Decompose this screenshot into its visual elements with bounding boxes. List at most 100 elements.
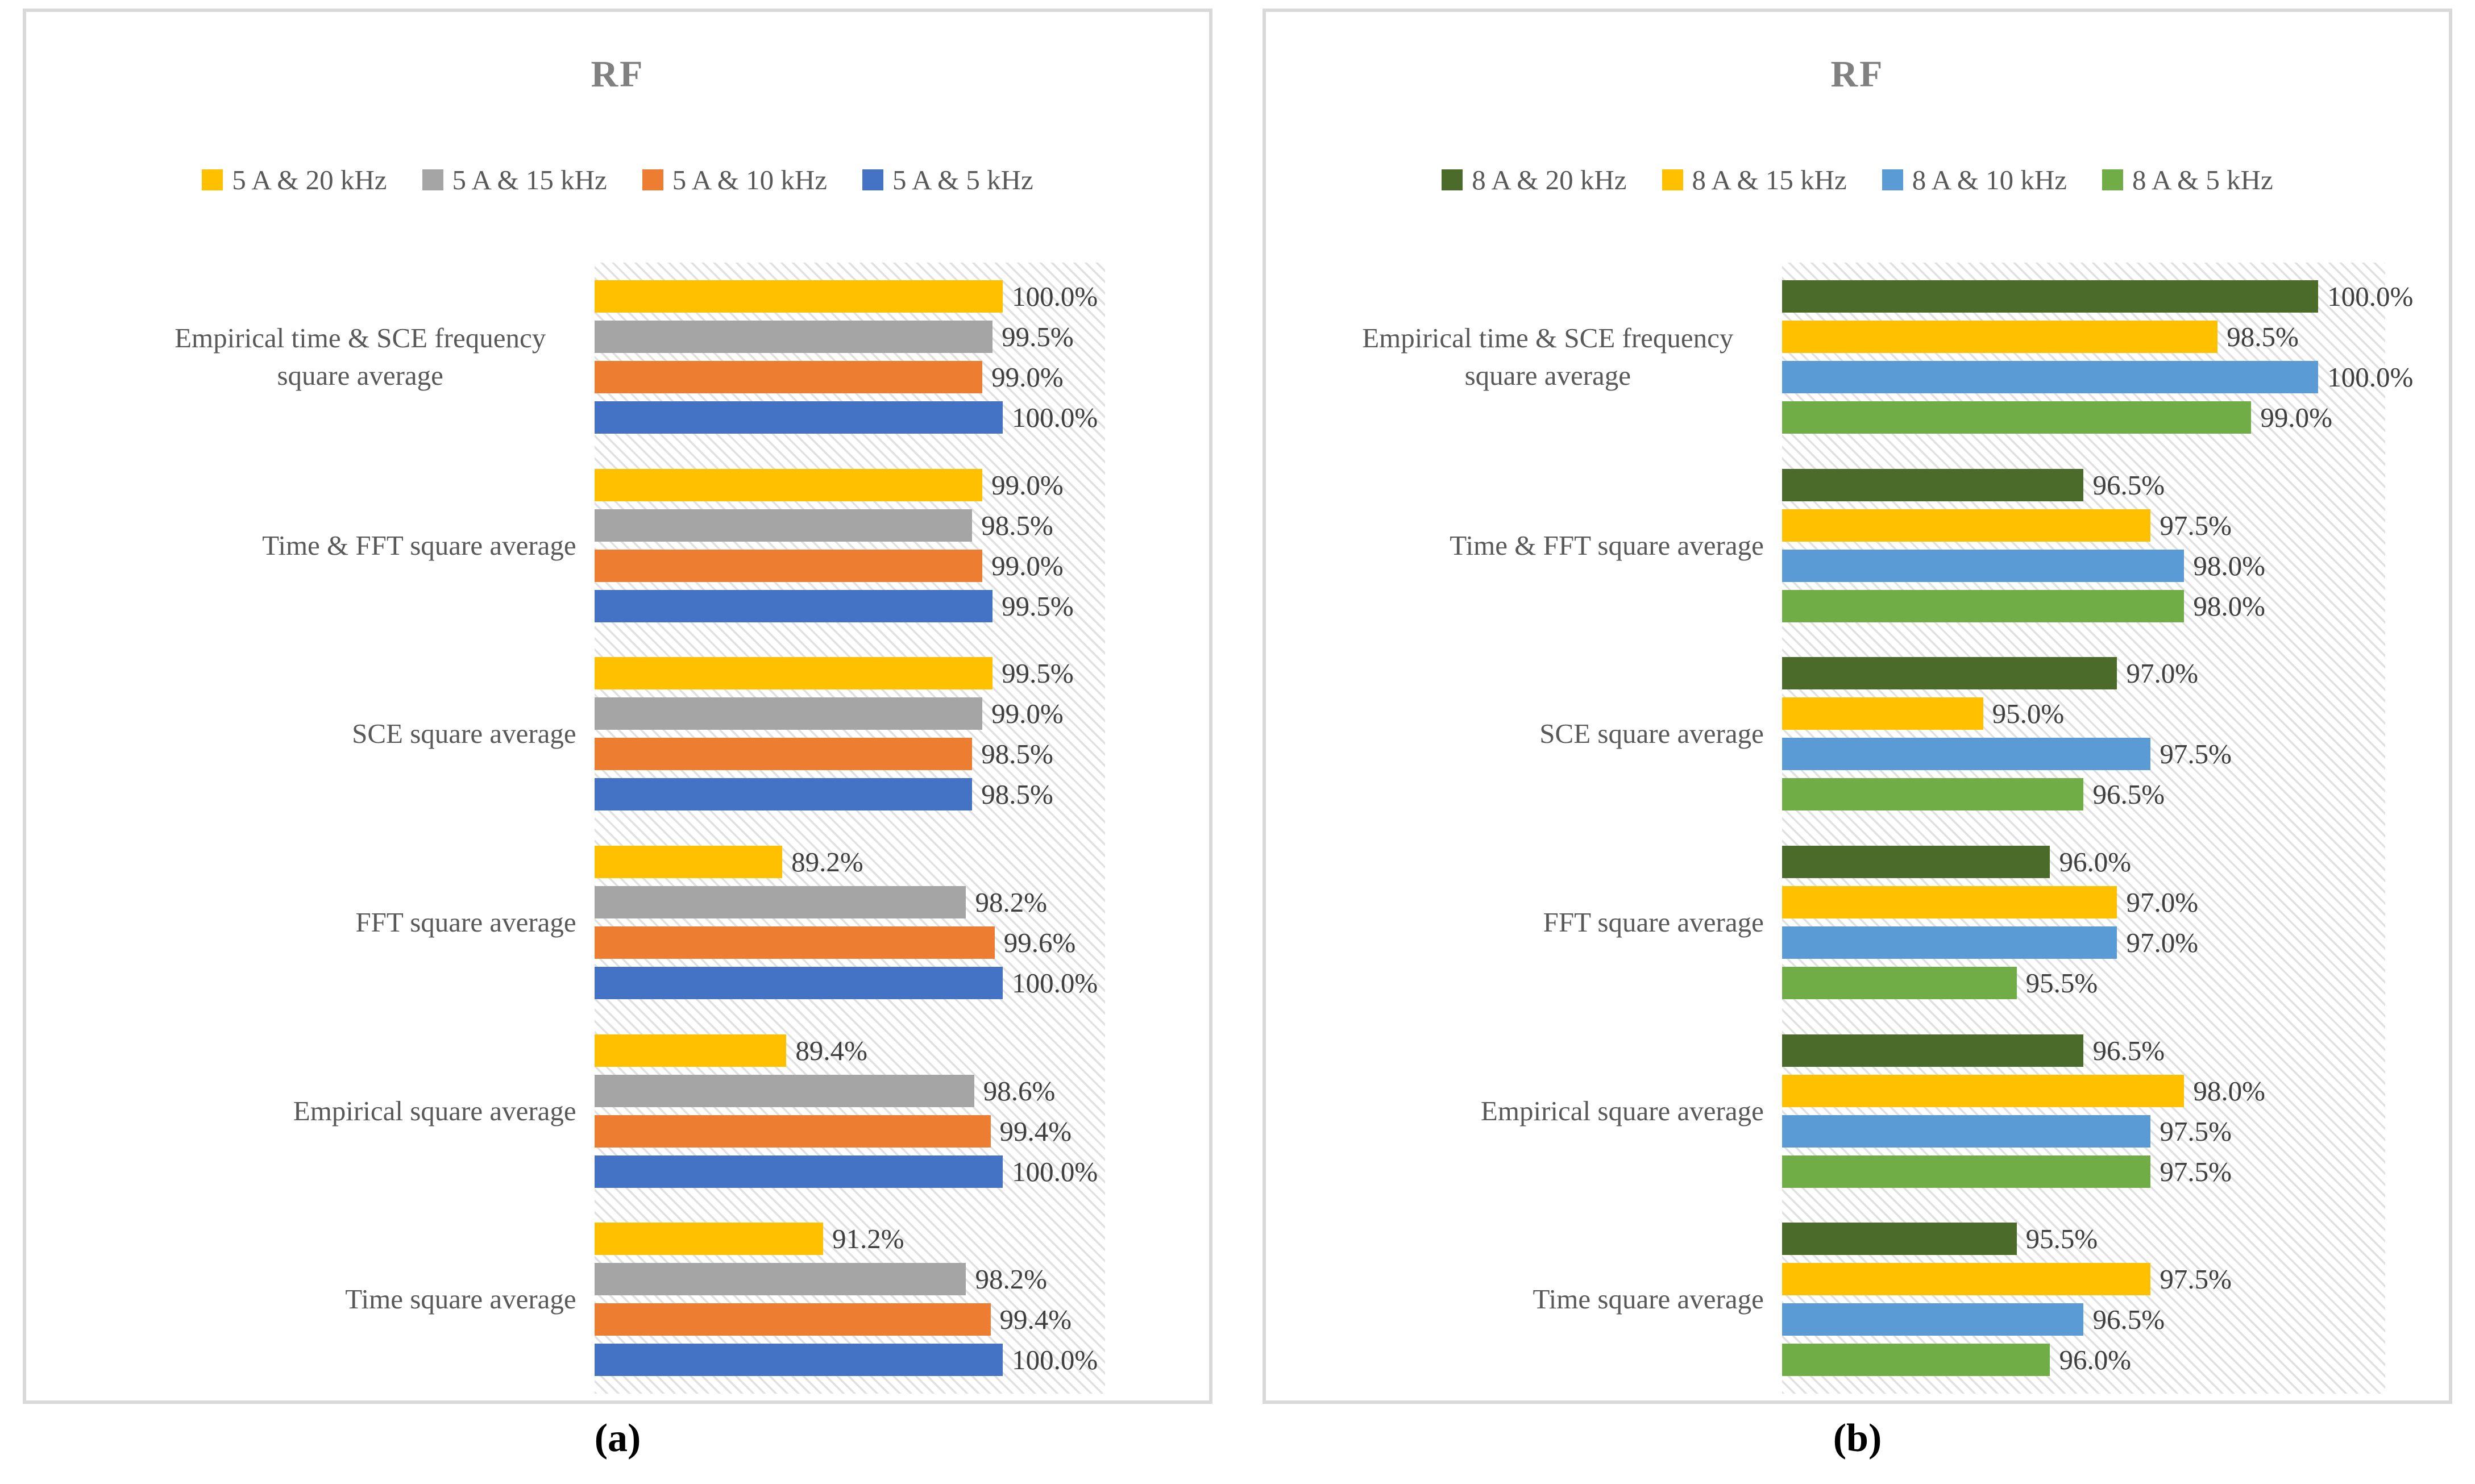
bar-line: 99.6% <box>594 926 1105 959</box>
bar-line: 98.0% <box>1781 1074 2385 1107</box>
bar-line: 99.0% <box>594 697 1105 730</box>
legend-item-8-a-and-10-khz: 8 A & 10 kHz <box>1882 166 2067 194</box>
category-bar-group: 95.5% 97.5% 96.5% 96.0% <box>1781 1205 2385 1394</box>
legend-b: 8 A & 20 kHz 8 A & 15 kHz 8 A & 10 kHz 8 A … <box>1277 165 2437 194</box>
bar-line: 99.0% <box>594 361 1105 393</box>
legend-label: 8 A & 15 kHz <box>1692 164 1847 196</box>
bar-5-a-and-10-khz <box>594 549 983 582</box>
category-label-text: Empirical square average <box>293 1095 576 1126</box>
bar-8-a-and-15-khz <box>1781 321 2218 353</box>
bar-value-label: 89.4% <box>795 1034 867 1066</box>
bar-value-label: 97.5% <box>2160 1115 2232 1147</box>
bar-line: 98.5% <box>594 509 1105 542</box>
category-label: FFT square average <box>38 828 595 1017</box>
bar-5-a-and-15-khz <box>594 321 993 353</box>
legend-label: 5 A & 20 kHz <box>232 164 387 196</box>
bar-value-label: 99.0% <box>991 550 1064 581</box>
chart-panel-a: RF 5 A & 20 kHz 5 A & 15 kHz 5 A & 10 kHz 5… <box>23 9 1212 1404</box>
bar-value-label: 98.2% <box>975 1263 1048 1295</box>
bar-value-label: 97.5% <box>2160 738 2232 770</box>
bar-5-a-and-10-khz <box>594 738 973 771</box>
category-label: SCE square average <box>1277 639 1782 828</box>
bar-8-a-and-20-khz <box>1781 1223 2017 1256</box>
bar-line: 100.0% <box>594 1155 1105 1188</box>
bar-8-a-and-15-khz <box>1781 697 1983 730</box>
legend-swatch-icon <box>862 169 883 190</box>
bar-line: 97.5% <box>1781 1263 2385 1296</box>
bar-line: 97.0% <box>1781 926 2385 959</box>
bar-5-a-and-20-khz <box>594 845 783 878</box>
category-labels-column-b: Empirical time & SCE frequency square av… <box>1277 263 1782 1394</box>
bar-line: 96.5% <box>1781 1034 2385 1067</box>
bar-line: 96.0% <box>1781 1344 2385 1377</box>
bar-8-a-and-20-khz <box>1781 657 2117 690</box>
bar-5-a-and-5-khz <box>594 401 1003 434</box>
bar-8-a-and-20-khz <box>1781 280 2319 313</box>
bar-line: 97.5% <box>1781 738 2385 771</box>
bar-5-a-and-20-khz <box>594 280 1003 313</box>
figure-column-a: RF 5 A & 20 kHz 5 A & 15 kHz 5 A & 10 kHz 5… <box>23 9 1212 1484</box>
bar-value-label: 97.0% <box>2126 658 2199 689</box>
figure-column-b: RF 8 A & 20 kHz 8 A & 15 kHz 8 A & 10 kHz 8… <box>1263 9 2452 1484</box>
category-bar-group: 99.0% 98.5% 99.0% 99.5% <box>594 451 1105 640</box>
category-label: Empirical time & SCE frequency square av… <box>1277 263 1782 451</box>
bar-line: 96.5% <box>1781 1303 2385 1336</box>
category-label-text: SCE square average <box>1539 718 1764 750</box>
bar-value-label: 99.0% <box>2260 402 2332 433</box>
bar-value-label: 98.0% <box>2193 550 2265 581</box>
bar-value-label: 97.5% <box>2160 509 2232 541</box>
bar-5-a-and-15-khz <box>594 509 973 542</box>
bar-value-label: 95.5% <box>2025 1223 2098 1255</box>
bar-line: 91.2% <box>594 1223 1105 1256</box>
legend-item-8-a-and-15-khz: 8 A & 15 kHz <box>1662 166 1847 194</box>
bar-line: 98.2% <box>594 1263 1105 1296</box>
bar-value-label: 98.6% <box>983 1075 1056 1107</box>
bar-value-label: 100.0% <box>2327 281 2414 312</box>
bar-5-a-and-5-khz <box>594 1344 1003 1377</box>
bar-line: 98.2% <box>594 886 1105 918</box>
bar-line: 95.5% <box>1781 1223 2385 1256</box>
category-label-text: Empirical time & SCE frequency square av… <box>1362 322 1734 391</box>
bar-5-a-and-5-khz <box>594 589 993 622</box>
bar-value-label: 99.6% <box>1003 926 1076 958</box>
legend-swatch-icon <box>422 169 443 190</box>
bar-line: 99.0% <box>594 468 1105 501</box>
legend-item-5-a-and-15-khz: 5 A & 15 kHz <box>422 166 607 194</box>
bar-value-label: 91.2% <box>832 1223 904 1255</box>
bar-value-label: 100.0% <box>1012 1344 1098 1376</box>
bar-value-label: 97.0% <box>2126 886 2199 918</box>
bar-value-label: 100.0% <box>1012 281 1098 312</box>
category-label-text: Empirical square average <box>1480 1095 1764 1126</box>
bar-line: 99.4% <box>594 1303 1105 1336</box>
bar-8-a-and-10-khz <box>1781 549 2185 582</box>
bar-8-a-and-20-khz <box>1781 468 2084 501</box>
bar-8-a-and-5-khz <box>1781 966 2017 999</box>
bar-value-label: 100.0% <box>1012 1155 1098 1187</box>
bar-8-a-and-10-khz <box>1781 1115 2151 1148</box>
bar-value-label: 99.0% <box>991 361 1064 393</box>
bar-line: 99.4% <box>594 1115 1105 1148</box>
bar-value-label: 99.5% <box>1002 321 1074 352</box>
bar-value-label: 98.5% <box>2227 321 2299 352</box>
bar-value-label: 98.0% <box>2193 590 2265 622</box>
bar-line: 97.5% <box>1781 509 2385 542</box>
category-label-text: Time & FFT square average <box>262 529 576 561</box>
legend-swatch-icon <box>1442 169 1463 190</box>
category-bar-group: 96.0% 97.0% 97.0% 95.5% <box>1781 828 2385 1017</box>
bar-5-a-and-15-khz <box>594 1074 974 1107</box>
category-bar-group: 97.0% 95.0% 97.5% 96.5% <box>1781 639 2385 828</box>
bar-5-a-and-20-khz <box>594 1223 823 1256</box>
bar-8-a-and-5-khz <box>1781 778 2084 811</box>
category-bar-group: 100.0% 98.5% 100.0% 99.0% <box>1781 263 2413 451</box>
bar-value-label: 97.5% <box>2160 1155 2232 1187</box>
category-label: Empirical square average <box>38 1017 595 1206</box>
category-label-text: Time square average <box>1533 1283 1764 1315</box>
bar-line: 99.5% <box>594 657 1105 690</box>
bar-value-label: 98.5% <box>981 779 1053 810</box>
category-label: Time & FFT square average <box>1277 451 1782 640</box>
category-label: Empirical square average <box>1277 1017 1782 1206</box>
bar-5-a-and-5-khz <box>594 778 973 811</box>
bar-line: 98.5% <box>594 738 1105 771</box>
bar-value-label: 99.5% <box>1002 658 1074 689</box>
legend-label: 5 A & 10 kHz <box>672 164 827 196</box>
